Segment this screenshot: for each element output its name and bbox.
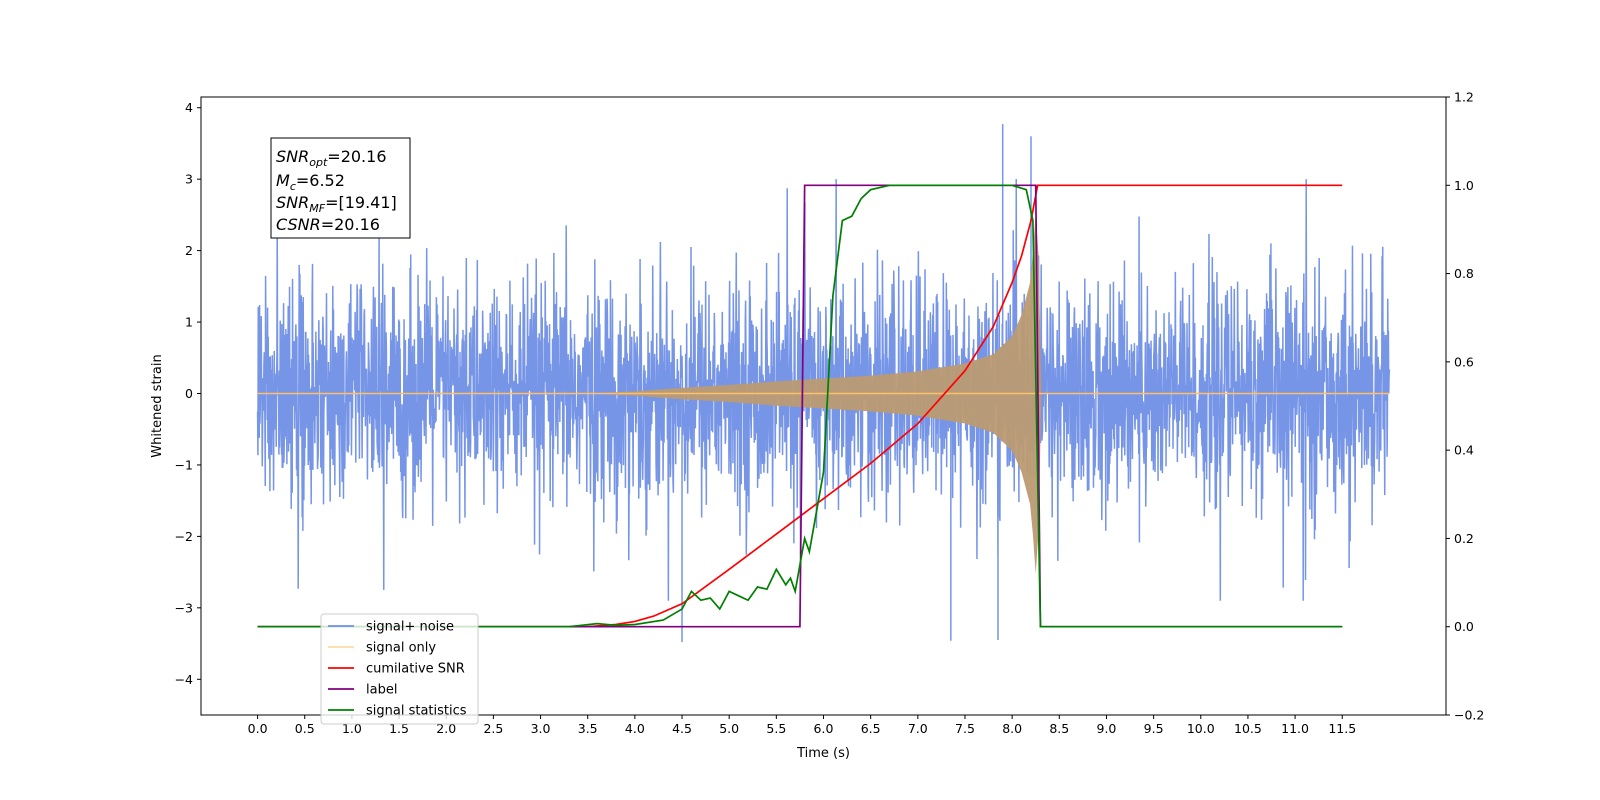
y-tick-label: 3 xyxy=(185,172,193,187)
y-tick-label: 2 xyxy=(185,243,193,258)
x-axis-label: Time (s) xyxy=(796,746,850,761)
x-tick-label: 1.0 xyxy=(342,721,362,736)
y-tick-label: 0 xyxy=(185,386,193,401)
y-axis-label: Whitened strain xyxy=(150,354,165,457)
x-tick-label: 0.5 xyxy=(295,721,315,736)
svg-text:SNRopt=20.16: SNRopt=20.16 xyxy=(276,147,387,169)
right-y-tick-label: 1.2 xyxy=(1454,90,1474,105)
x-tick-label: 2.5 xyxy=(483,721,503,736)
right-y-tick-label: 0.0 xyxy=(1454,619,1474,634)
y-tick-label: −2 xyxy=(175,529,193,544)
legend-label: signal+ noise xyxy=(366,620,454,635)
mc-value: =6.52 xyxy=(296,171,345,190)
x-tick-label: 3.5 xyxy=(578,721,598,736)
right-y-tick-label: −0.2 xyxy=(1454,708,1484,723)
annotation-box: SNRopt=20.16 Mc=6.52 SNRMF=[19.41] CSNR=… xyxy=(270,137,411,239)
right-y-tick-label: 0.4 xyxy=(1454,443,1474,458)
y-axis-right: 1.2 1.0 0.8 0.6 0.4 0.2 0.0 −0.2 xyxy=(1446,90,1484,723)
legend-label: signal only xyxy=(366,641,436,656)
x-tick-label: 9.5 xyxy=(1144,721,1164,736)
x-tick-label: 10.0 xyxy=(1187,721,1215,736)
legend-label: label xyxy=(366,683,397,698)
x-tick-label: 1.5 xyxy=(389,721,409,736)
x-tick-label: 5.0 xyxy=(719,721,739,736)
legend-label: signal statistics xyxy=(366,704,467,719)
series-signal-plus-noise xyxy=(256,124,1391,643)
y-tick-label: 4 xyxy=(185,100,193,115)
right-y-tick-label: 1.0 xyxy=(1454,178,1474,193)
y-tick-label: −3 xyxy=(175,600,193,615)
svg-text:SNRMF=[19.41]: SNRMF=[19.41] xyxy=(276,193,397,215)
snr-opt-value: =20.16 xyxy=(327,147,386,166)
y-tick-label: −1 xyxy=(175,457,193,472)
x-tick-label: 6.5 xyxy=(861,721,881,736)
legend: signal+ noise signal only cumilative SNR la… xyxy=(320,613,479,725)
x-tick-label: 7.0 xyxy=(908,721,928,736)
x-tick-label: 8.0 xyxy=(1002,721,1022,736)
right-y-tick-label: 0.8 xyxy=(1454,266,1474,281)
x-tick-label: 7.5 xyxy=(955,721,975,736)
x-tick-label: 9.0 xyxy=(1097,721,1117,736)
series-layer xyxy=(256,124,1391,643)
x-axis: 0.0 0.5 1.0 1.5 2.0 2.5 3.0 3.5 4.0 4.5 5.0 5.5 6.0 6… xyxy=(248,715,1356,736)
x-tick-label: 11.5 xyxy=(1328,721,1356,736)
y-tick-label: 1 xyxy=(185,315,193,330)
x-tick-label: 6.0 xyxy=(814,721,834,736)
x-tick-label: 8.5 xyxy=(1049,721,1069,736)
svg-text:Mc=6.52: Mc=6.52 xyxy=(276,171,345,193)
x-tick-label: 4.5 xyxy=(672,721,692,736)
svg-text:CSNR=20.16: CSNR=20.16 xyxy=(276,215,380,234)
x-tick-label: 3.0 xyxy=(531,721,551,736)
csnr-value: =20.16 xyxy=(321,215,380,234)
series-signal-statistics xyxy=(257,184,1343,628)
legend-label: cumilative SNR xyxy=(366,662,465,677)
right-y-tick-label: 0.6 xyxy=(1454,354,1474,369)
x-tick-label: 11.0 xyxy=(1281,721,1309,736)
x-tick-label: 5.5 xyxy=(766,721,786,736)
y-axis-left: 4 3 2 1 0 −1 −2 −3 −4 xyxy=(175,100,201,687)
y-tick-label: −4 xyxy=(175,672,193,687)
x-tick-label: 10.5 xyxy=(1234,721,1262,736)
right-y-tick-label: 0.2 xyxy=(1454,531,1474,546)
series-cumilative-snr xyxy=(257,184,1343,628)
x-tick-label: 4.0 xyxy=(625,721,645,736)
x-tick-label: 2.0 xyxy=(436,721,456,736)
snr-mf-value: =[19.41] xyxy=(325,193,397,212)
x-tick-label: 0.0 xyxy=(248,721,268,736)
